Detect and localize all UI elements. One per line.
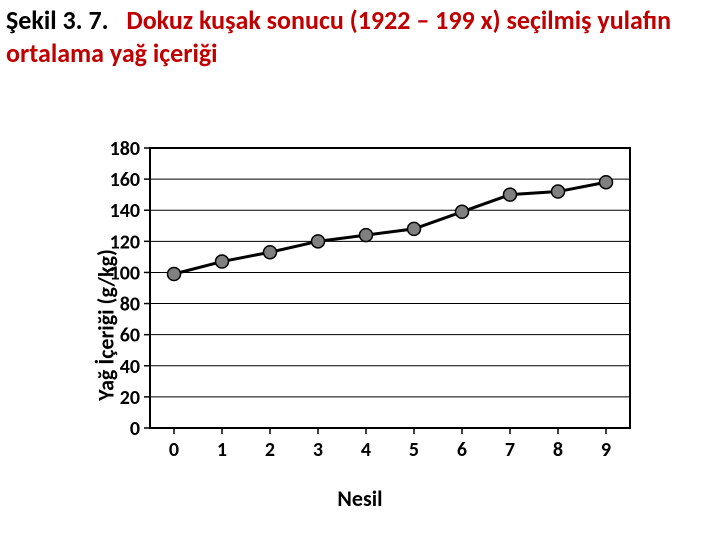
svg-text:140: 140 <box>110 199 140 223</box>
x-axis-label: Nesil <box>80 485 640 512</box>
svg-text:2: 2 <box>265 438 275 462</box>
svg-text:0: 0 <box>169 438 179 462</box>
svg-text:160: 160 <box>110 168 140 192</box>
figure-title: Şekil 3. 7. Dokuz kuşak sonucu (1922 – 1… <box>6 4 714 69</box>
svg-text:4: 4 <box>361 438 371 462</box>
svg-text:6: 6 <box>457 438 467 462</box>
svg-text:8: 8 <box>553 438 563 462</box>
svg-text:9: 9 <box>601 438 611 462</box>
svg-text:3: 3 <box>313 438 323 462</box>
line-chart: 0204060801001201401601800123456789 <box>80 140 640 470</box>
svg-text:60: 60 <box>120 324 140 348</box>
svg-text:7: 7 <box>505 438 515 462</box>
svg-text:20: 20 <box>120 386 140 410</box>
figure-title-prefix: Şekil 3. 7. <box>6 4 109 36</box>
svg-text:1: 1 <box>217 438 227 462</box>
svg-text:80: 80 <box>120 293 140 317</box>
svg-text:0: 0 <box>130 417 140 441</box>
chart-container: Yağ İçeriği (g/kg) 020406080100120140160… <box>80 140 640 510</box>
svg-text:5: 5 <box>409 438 419 462</box>
svg-text:180: 180 <box>110 140 140 161</box>
y-axis-label: Yağ İçeriği (g/kg) <box>92 249 119 401</box>
svg-text:40: 40 <box>120 355 140 379</box>
